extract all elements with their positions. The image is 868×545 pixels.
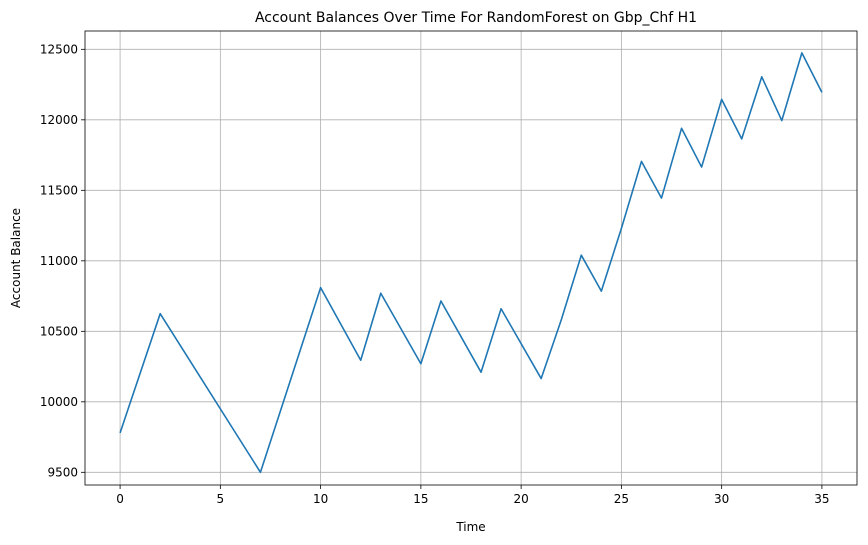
y-tick-label: 10000 xyxy=(40,395,78,409)
x-tick-label: 35 xyxy=(814,492,829,506)
y-tick-label: 11000 xyxy=(40,254,78,268)
x-axis-label: Time xyxy=(455,520,485,534)
x-tick-label: 10 xyxy=(313,492,328,506)
y-tick-label: 12500 xyxy=(40,42,78,56)
y-tick-label: 10500 xyxy=(40,324,78,338)
x-tick-label: 30 xyxy=(714,492,729,506)
x-tick-label: 15 xyxy=(413,492,428,506)
y-axis-label: Account Balance xyxy=(9,208,23,308)
x-tick-label: 25 xyxy=(614,492,629,506)
grid xyxy=(85,31,857,485)
x-tick-label: 0 xyxy=(116,492,124,506)
y-tick-label: 11500 xyxy=(40,183,78,197)
balance-line xyxy=(119,52,823,474)
series-group xyxy=(119,52,823,474)
x-tick-label: 5 xyxy=(217,492,225,506)
axis-ticks: 0 5 10 15 20 25 30 35 9500 10000 10500 11000 11500 12… xyxy=(40,42,830,506)
y-tick-label: 9500 xyxy=(47,465,78,479)
plot-frame xyxy=(84,30,858,486)
chart-title: Account Balances Over Time For RandomFor… xyxy=(255,10,697,26)
x-tick-label: 20 xyxy=(513,492,528,506)
y-tick-label: 12000 xyxy=(40,113,78,127)
